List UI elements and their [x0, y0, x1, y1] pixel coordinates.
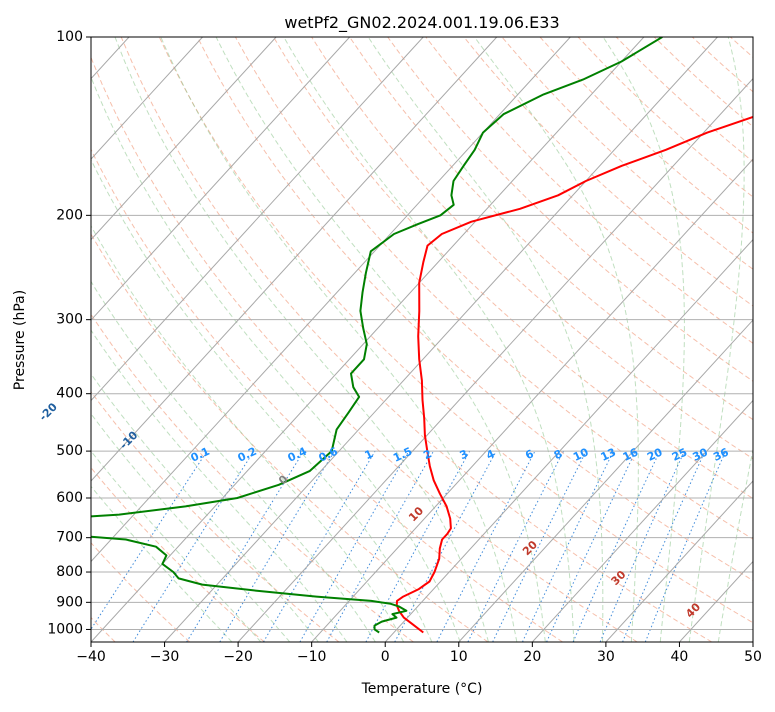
y-tick-label-2: 300: [56, 312, 83, 328]
y-tick-label-3: 400: [56, 386, 83, 402]
x-tick-label-6: 20: [523, 649, 541, 665]
x-tick-label-5: 10: [450, 649, 468, 665]
y-tick-label-6: 700: [56, 530, 83, 546]
chart-title: wetPf2_GN02.2024.001.19.06.E33: [284, 13, 559, 33]
x-tick-label-8: 40: [671, 649, 689, 665]
y-axis-label: Pressure (hPa): [12, 290, 28, 390]
x-tick-label-0: −40: [76, 649, 106, 665]
x-tick-label-2: −20: [223, 649, 253, 665]
y-tick-label-7: 800: [56, 564, 83, 580]
x-tick-label-9: 50: [744, 649, 762, 665]
x-tick-label-4: 0: [381, 649, 390, 665]
y-tick-label-1: 200: [56, 207, 83, 223]
y-tick-label-8: 900: [56, 594, 83, 610]
x-tick-label-3: −10: [297, 649, 327, 665]
y-tick-label-4: 500: [56, 443, 83, 459]
x-axis-label: Temperature (°C): [361, 681, 483, 697]
x-tick-label-7: 30: [597, 649, 615, 665]
y-tick-label-5: 600: [56, 490, 83, 506]
y-tick-label-0: 100: [56, 29, 83, 45]
y-tick-label-9: 1000: [47, 621, 83, 637]
x-tick-label-1: −30: [150, 649, 180, 665]
